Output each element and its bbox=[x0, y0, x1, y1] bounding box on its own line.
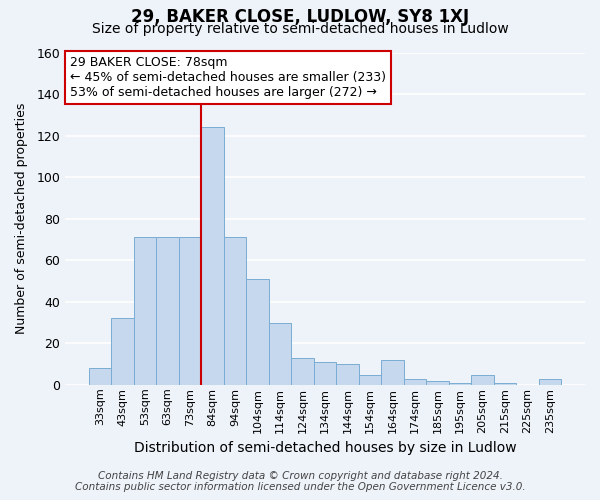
Bar bbox=[427, 380, 449, 385]
Bar bbox=[134, 238, 156, 385]
Bar bbox=[539, 378, 562, 385]
Bar bbox=[336, 364, 359, 385]
X-axis label: Distribution of semi-detached houses by size in Ludlow: Distribution of semi-detached houses by … bbox=[134, 441, 517, 455]
Bar bbox=[404, 378, 427, 385]
Text: 29 BAKER CLOSE: 78sqm
← 45% of semi-detached houses are smaller (233)
53% of sem: 29 BAKER CLOSE: 78sqm ← 45% of semi-deta… bbox=[70, 56, 386, 99]
Bar bbox=[314, 362, 336, 385]
Bar bbox=[382, 360, 404, 385]
Text: Contains HM Land Registry data © Crown copyright and database right 2024.
Contai: Contains HM Land Registry data © Crown c… bbox=[74, 471, 526, 492]
Bar bbox=[89, 368, 111, 385]
Bar bbox=[201, 128, 224, 385]
Bar bbox=[359, 374, 382, 385]
Bar bbox=[246, 279, 269, 385]
Bar bbox=[291, 358, 314, 385]
Bar bbox=[156, 238, 179, 385]
Text: Size of property relative to semi-detached houses in Ludlow: Size of property relative to semi-detach… bbox=[92, 22, 508, 36]
Bar bbox=[111, 318, 134, 385]
Bar bbox=[449, 383, 472, 385]
Text: 29, BAKER CLOSE, LUDLOW, SY8 1XJ: 29, BAKER CLOSE, LUDLOW, SY8 1XJ bbox=[131, 8, 469, 26]
Bar bbox=[179, 238, 201, 385]
Bar bbox=[472, 374, 494, 385]
Bar bbox=[224, 238, 246, 385]
Bar bbox=[269, 322, 291, 385]
Bar bbox=[494, 383, 517, 385]
Y-axis label: Number of semi-detached properties: Number of semi-detached properties bbox=[15, 103, 28, 334]
